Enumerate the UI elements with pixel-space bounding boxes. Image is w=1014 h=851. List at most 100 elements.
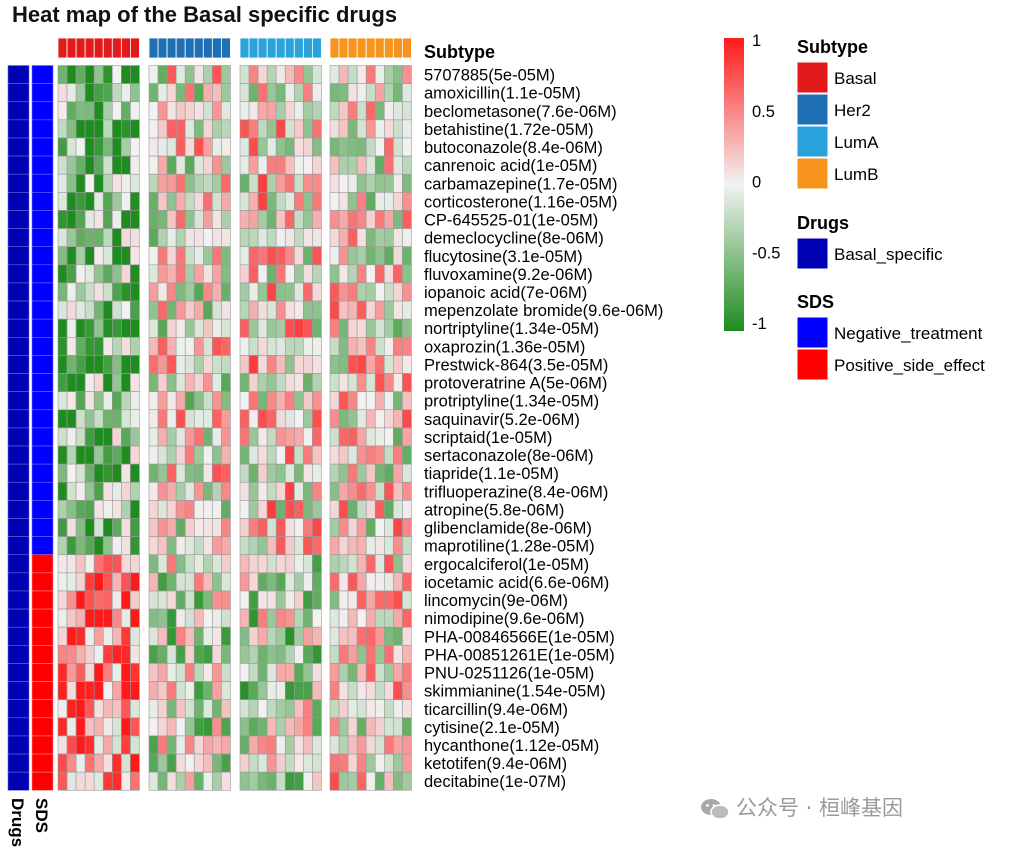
heatmap-cell [303,318,313,338]
heatmap-cell [212,681,222,701]
heatmap-cell [212,536,222,556]
sds-annotation-cell [31,735,54,755]
heatmap-cell [303,699,313,719]
heatmap-cell [329,300,340,320]
subtype-annotation-label: Subtype [424,42,495,62]
heatmap-cell [338,336,349,356]
heatmap-cell [257,119,268,139]
heatmap-cell [221,173,231,193]
heatmap-cell [221,608,231,628]
heatmap-cell [66,119,77,139]
heatmap-cell [112,554,122,574]
heatmap-cell [148,119,159,139]
watermark-text: 公众号 · 桓峰基因 [736,796,904,820]
heatmap-cell [130,771,140,791]
heatmap-cell [66,192,77,211]
heatmap-cell [303,735,313,755]
heatmap-cell [57,427,68,447]
heatmap-cell [93,300,104,320]
heatmap-cell [393,590,403,610]
heatmap-cell [75,373,86,392]
heatmap-cell [248,663,259,682]
heatmap-cell [356,246,367,266]
heatmap-cell [383,192,394,211]
heatmap-cell [383,663,394,682]
heatmap-cell [84,681,95,701]
heatmap-cell [275,717,286,737]
heatmap-cell [175,445,186,465]
heatmap-cell [402,300,412,320]
heatmap-cell [157,735,168,755]
heatmap-cell [257,336,268,356]
heatmap-cell [212,500,222,519]
heatmap-cell [130,391,140,411]
heatmap-cell [121,572,131,592]
heatmap-cell [157,753,168,773]
heatmap-cell [303,210,313,229]
heatmap-cell [266,554,277,574]
heatmap-cell [75,192,86,211]
heatmap-cell [221,101,231,121]
row-label: butoconazole(8.4e-06M) [424,139,603,157]
heatmap-cell [221,210,231,229]
heatmap-cell [203,173,213,193]
heatmap-cell [157,663,168,682]
heatmap-cell [130,336,140,356]
heatmap-cell [184,101,195,121]
heatmap-cell [257,645,268,664]
heatmap-cell [329,336,340,356]
heatmap-cell [257,626,268,646]
heatmap-cell [193,626,204,646]
heatmap-cell [303,65,313,84]
heatmap-cell [374,771,385,791]
heatmap-cell [383,336,394,356]
heatmap-cell [112,771,122,791]
heatmap-cell [239,699,250,719]
heatmap-cell [303,463,313,483]
heatmap-cell [284,65,295,84]
subtype-annotation-cell [311,37,322,59]
heatmap-cell [148,83,159,103]
row-label: skimmianine(1.54e-05M) [424,683,606,701]
heatmap-cell [284,264,295,284]
heatmap-cell [112,681,122,701]
heatmap-cell [393,626,403,646]
heatmap-cell [338,608,349,628]
heatmap-cell [239,318,250,338]
heatmap-cell [383,119,394,139]
heatmap-cell [365,626,376,646]
heatmap-cell [248,445,259,465]
heatmap-cell [112,192,122,211]
heatmap-cell [112,391,122,411]
heatmap-cell [121,318,131,338]
drugs-annotation-cell [7,590,30,610]
heatmap-cell [148,282,159,302]
heatmap-cell [84,228,95,248]
heatmap-cell [393,681,403,701]
heatmap-cell [157,101,168,121]
drugs-annotation-cell [7,192,30,211]
heatmap-cell [130,608,140,628]
heatmap-cell [338,717,349,737]
subtype-annotation-cell [365,37,376,59]
heatmap-cell [239,427,250,447]
heatmap-cell [347,210,358,229]
heatmap-cell [221,83,231,103]
heatmap-cell [303,626,313,646]
heatmap-cell [402,427,412,447]
legend-swatch [796,348,829,381]
heatmap-cell [121,608,131,628]
heatmap-cell [93,336,104,356]
heatmap-cell [203,391,213,411]
heatmap-cell [338,427,349,447]
heatmap-cell [293,500,304,519]
heatmap-cell [175,119,186,139]
heatmap-cell [266,210,277,229]
heatmap-cell [221,155,231,175]
heatmap-cell [166,645,177,664]
heatmap-cell [356,192,367,211]
heatmap-cell [284,645,295,664]
heatmap-cell [374,210,385,229]
heatmap-cell [239,65,250,84]
heatmap-cell [203,300,213,320]
